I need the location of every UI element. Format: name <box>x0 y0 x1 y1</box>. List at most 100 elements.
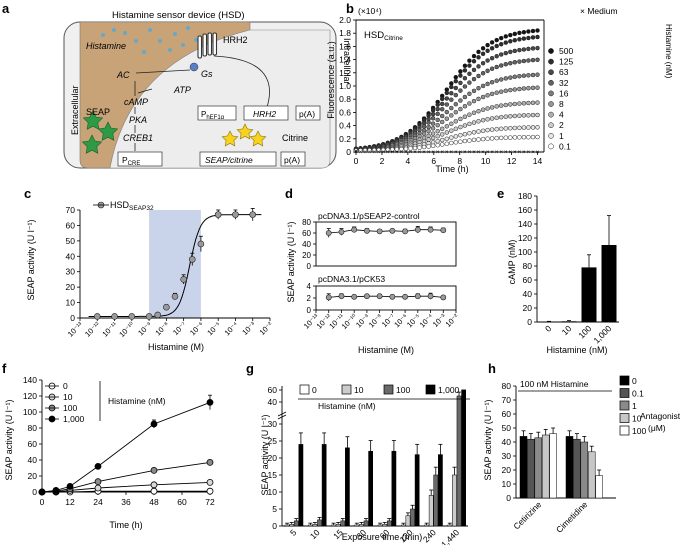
panel-b-point <box>376 147 381 153</box>
panel-h-chart: SEAP activity (U l⁻¹) 100 nM Histamine A… <box>483 375 681 535</box>
panel-d-point <box>389 227 396 234</box>
panel-g-bar <box>345 447 350 527</box>
panel-h-ytick-label: 20 <box>502 465 512 475</box>
panel-label-f: f <box>2 361 7 376</box>
panel-b-point <box>494 64 499 70</box>
panel-f-legend-title: Histamine (nM) <box>108 396 166 406</box>
panel-b-point <box>535 125 540 130</box>
panel-b-ytick-label: 0 <box>346 147 351 157</box>
panel-b-point <box>512 135 518 140</box>
panel-b-xtick-label: 2 <box>380 156 385 166</box>
panel-h-bar <box>527 438 535 499</box>
panel-b-point <box>444 130 450 135</box>
seap-citrine-gene <box>199 151 277 167</box>
panel-b-point <box>521 125 527 130</box>
panel-f-point <box>150 466 158 474</box>
panel-b-point <box>503 76 509 81</box>
panel-b-point <box>394 147 400 152</box>
atp-label: ATP <box>173 85 191 95</box>
panel-g-ytick-label: 5 <box>272 504 277 514</box>
panel-b-point <box>498 135 504 141</box>
panel-b-point <box>489 127 495 132</box>
star-icon-group-seap <box>81 110 119 154</box>
panel-g-ytick-label: 40 <box>268 397 278 407</box>
panel-b-medium-mark: × <box>450 150 454 156</box>
panel-b-legend-marker <box>548 48 554 54</box>
panel-c-point <box>111 313 118 320</box>
panel-b-medium-mark: × <box>463 150 467 156</box>
panel-h-ytick-label: 60 <box>502 409 512 419</box>
panel-b-point <box>471 130 477 135</box>
panel-d-point <box>351 293 358 300</box>
panel-b-point <box>521 113 527 118</box>
panel-d-point <box>440 227 447 234</box>
panel-b-point <box>521 134 527 140</box>
panel-c-ytick-label: 40 <box>66 251 76 261</box>
panel-b-point <box>471 137 477 143</box>
panel-b-point <box>521 58 527 64</box>
panel-b-point <box>435 133 440 139</box>
panel-e-ylabel: cAMP (nM) <box>507 240 517 285</box>
panel-b-medium-mark: × <box>386 150 390 156</box>
panel-d-point <box>414 293 421 300</box>
panel-b-point <box>458 88 463 93</box>
panel-b-medium-mark: × <box>381 150 385 156</box>
panel-c-point <box>171 293 179 300</box>
panel-g-bar <box>317 519 322 527</box>
panel-b-point <box>467 138 472 143</box>
panel-b-point <box>408 146 413 151</box>
panel-b-point <box>399 146 404 152</box>
panel-b-medium-mark: × <box>395 150 399 156</box>
panel-b-point <box>462 63 468 69</box>
panel-b-chart: (×10⁴) × Medium HSDCitrine Fluorescence … <box>326 6 673 174</box>
seap-label: SEAP <box>86 107 110 117</box>
panel-g-ytick-label: 15 <box>268 470 278 480</box>
panel-g-xtick-label: 1,440 <box>439 527 461 545</box>
panel-b-legend-marker <box>548 132 554 139</box>
panel-b-point <box>471 98 477 104</box>
panel-f-xtick-label: 36 <box>121 497 131 507</box>
panel-h-ytick-label: 80 <box>502 381 512 391</box>
panel-b-ytick-label: 1.0 <box>339 81 351 91</box>
panel-b-ytick-label: 0.4 <box>339 121 351 131</box>
panel-b-point <box>439 137 445 143</box>
panel-f-xtick-label: 72 <box>205 497 215 507</box>
panel-d-frame <box>315 285 457 311</box>
panel-b-point <box>526 85 531 91</box>
panel-b-point <box>426 144 431 149</box>
panel-b-xtick-label: 10 <box>481 156 491 166</box>
panel-h-legend-swatch <box>619 400 630 411</box>
histamine-molecules <box>101 26 198 54</box>
panel-b-legend-label: 2 <box>559 120 564 130</box>
gs-protein-icon <box>189 62 199 72</box>
panel-b-medium-mark: × <box>431 150 435 156</box>
gs-label: Gs <box>201 69 213 79</box>
panel-b-point <box>453 92 459 98</box>
panel-b-point <box>435 128 440 134</box>
panel-b-point <box>526 46 531 52</box>
panel-d-point <box>364 227 370 234</box>
panel-b-point <box>435 122 440 128</box>
panel-g-bar <box>335 524 341 527</box>
phef-label: PhEF1α <box>201 110 225 121</box>
panel-c-xtick-label: 10⁻⁵ <box>205 320 222 337</box>
panel-b-point <box>530 112 536 118</box>
panel-b-point <box>485 93 490 98</box>
panel-d-ytick-label: 20 <box>302 251 311 260</box>
panel-b-point <box>526 125 531 130</box>
panel-b-point <box>530 72 536 78</box>
panel-b-point <box>471 67 477 73</box>
panel-b-point <box>430 107 436 113</box>
hrh2-gene-label: HRH2 <box>253 109 276 119</box>
panel-e-xlabel: Histamine (nM) <box>546 345 607 355</box>
panel-f-point <box>94 462 102 470</box>
panel-d-ytick-label: 0 <box>307 262 312 271</box>
panel-b-point <box>430 111 436 117</box>
panel-c-point <box>154 311 162 319</box>
panel-b-medium-mark: × <box>495 150 499 156</box>
panel-b-medium-mark: × <box>400 150 404 156</box>
panel-h-legend-swatch <box>619 375 630 386</box>
panel-b-ytick-label: 1.6 <box>339 41 351 51</box>
panel-f-point <box>150 481 158 489</box>
panel-b-medium-mark: × <box>472 150 476 156</box>
